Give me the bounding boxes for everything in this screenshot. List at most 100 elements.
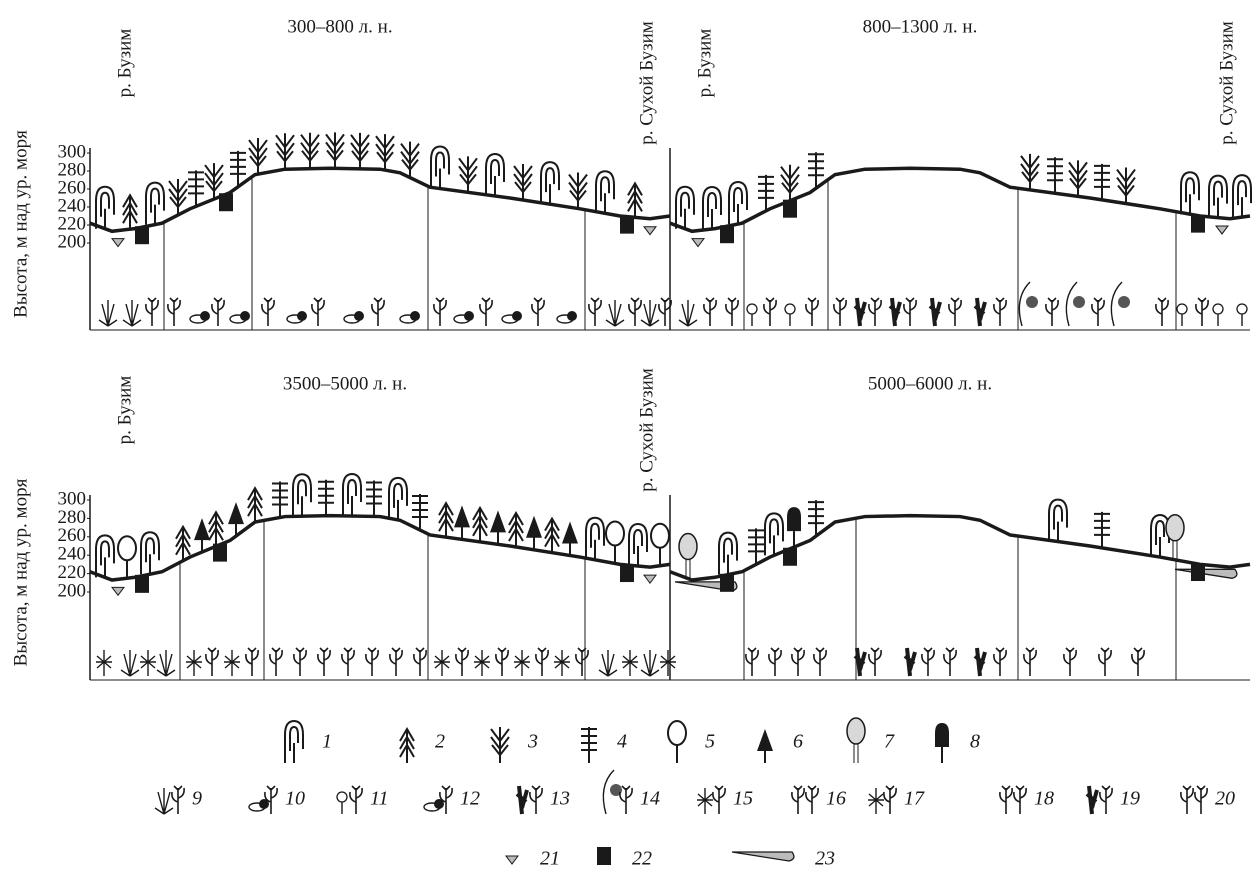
symbol — [620, 215, 634, 234]
legend-number: 21 — [540, 848, 560, 870]
symbol — [342, 473, 362, 517]
symbol — [204, 163, 224, 200]
symbol — [300, 132, 320, 169]
symbol — [691, 238, 705, 248]
symbol — [973, 297, 987, 327]
symbol — [135, 574, 149, 593]
symbol — [117, 535, 137, 562]
symbol — [1063, 647, 1077, 676]
symbol — [650, 522, 670, 549]
symbol — [269, 647, 283, 676]
symbol — [135, 226, 149, 245]
symbol — [205, 647, 219, 676]
symbol — [853, 743, 859, 763]
symbol — [1195, 297, 1209, 326]
symbol — [458, 156, 478, 193]
symbol — [400, 141, 420, 178]
symbol — [1099, 785, 1113, 814]
symbol — [568, 172, 588, 209]
y-tick-label: 260 — [58, 177, 87, 198]
y-tick-label: 280 — [58, 507, 87, 528]
symbol — [186, 650, 202, 676]
legend-number: 12 — [460, 788, 480, 810]
river-label: р. Сухой Бузим — [636, 368, 657, 492]
symbol — [111, 586, 125, 597]
legend-number: 20 — [1215, 788, 1235, 810]
terrain — [89, 513, 671, 582]
symbol — [413, 647, 427, 676]
symbol — [1191, 563, 1205, 582]
symbol — [325, 132, 345, 169]
symbol — [903, 297, 917, 326]
symbol — [805, 785, 819, 814]
symbol — [768, 647, 782, 676]
symbol — [1165, 514, 1185, 542]
symbol — [145, 181, 165, 225]
panel-title: 300–800 л. н. — [287, 16, 392, 37]
y-tick-label: 220 — [58, 213, 87, 234]
symbol — [791, 785, 805, 814]
symbol — [514, 650, 530, 676]
symbol — [1047, 157, 1063, 194]
symbol — [791, 647, 805, 676]
symbol — [808, 500, 824, 537]
legend-number: 19 — [1120, 788, 1140, 810]
symbol — [1212, 303, 1224, 315]
y-tick-label: 200 — [58, 231, 87, 252]
symbol — [783, 199, 797, 218]
symbol — [292, 473, 312, 517]
symbol — [168, 178, 188, 215]
symbol — [490, 727, 510, 763]
symbol — [1048, 498, 1068, 542]
symbol — [921, 647, 935, 676]
symbol — [175, 524, 191, 561]
symbol — [853, 647, 867, 677]
terrain — [89, 166, 671, 234]
symbol — [140, 650, 156, 676]
symbol — [248, 138, 268, 175]
symbol — [1091, 297, 1105, 326]
symbol — [544, 516, 560, 553]
symbol — [605, 520, 625, 547]
symbol — [1023, 647, 1037, 676]
symbol — [1150, 514, 1170, 558]
symbol — [311, 297, 325, 326]
symbol — [640, 300, 660, 327]
symbol — [540, 161, 560, 205]
symbol — [240, 311, 250, 321]
symbol — [211, 297, 225, 326]
axis-label: Высота, м над ур. моря — [10, 130, 31, 318]
symbol — [1118, 296, 1130, 308]
symbol — [602, 769, 615, 815]
y-tick-label: 240 — [58, 544, 87, 565]
symbol — [808, 152, 824, 189]
symbol — [1045, 297, 1059, 326]
symbol — [1085, 785, 1099, 815]
symbol — [122, 193, 138, 230]
symbol — [868, 647, 882, 676]
axis-label: Высота, м над ур. моря — [10, 478, 31, 666]
symbol — [588, 297, 602, 326]
symbol — [628, 297, 642, 326]
symbol — [702, 185, 722, 229]
symbol — [846, 717, 866, 745]
symbol — [455, 647, 469, 676]
symbol — [1094, 511, 1110, 548]
symbol — [675, 185, 695, 229]
symbol — [464, 311, 474, 321]
symbol — [275, 133, 295, 170]
symbol — [597, 847, 611, 865]
symbol — [1013, 785, 1027, 814]
symbol — [888, 297, 902, 327]
legend-number: 17 — [904, 788, 925, 810]
legend-number: 16 — [826, 788, 846, 810]
symbol — [154, 788, 174, 815]
symbol — [438, 501, 454, 538]
symbol — [1155, 297, 1169, 326]
symbol — [156, 650, 176, 677]
symbol — [247, 486, 263, 523]
symbol — [389, 647, 403, 676]
symbol — [660, 650, 676, 676]
